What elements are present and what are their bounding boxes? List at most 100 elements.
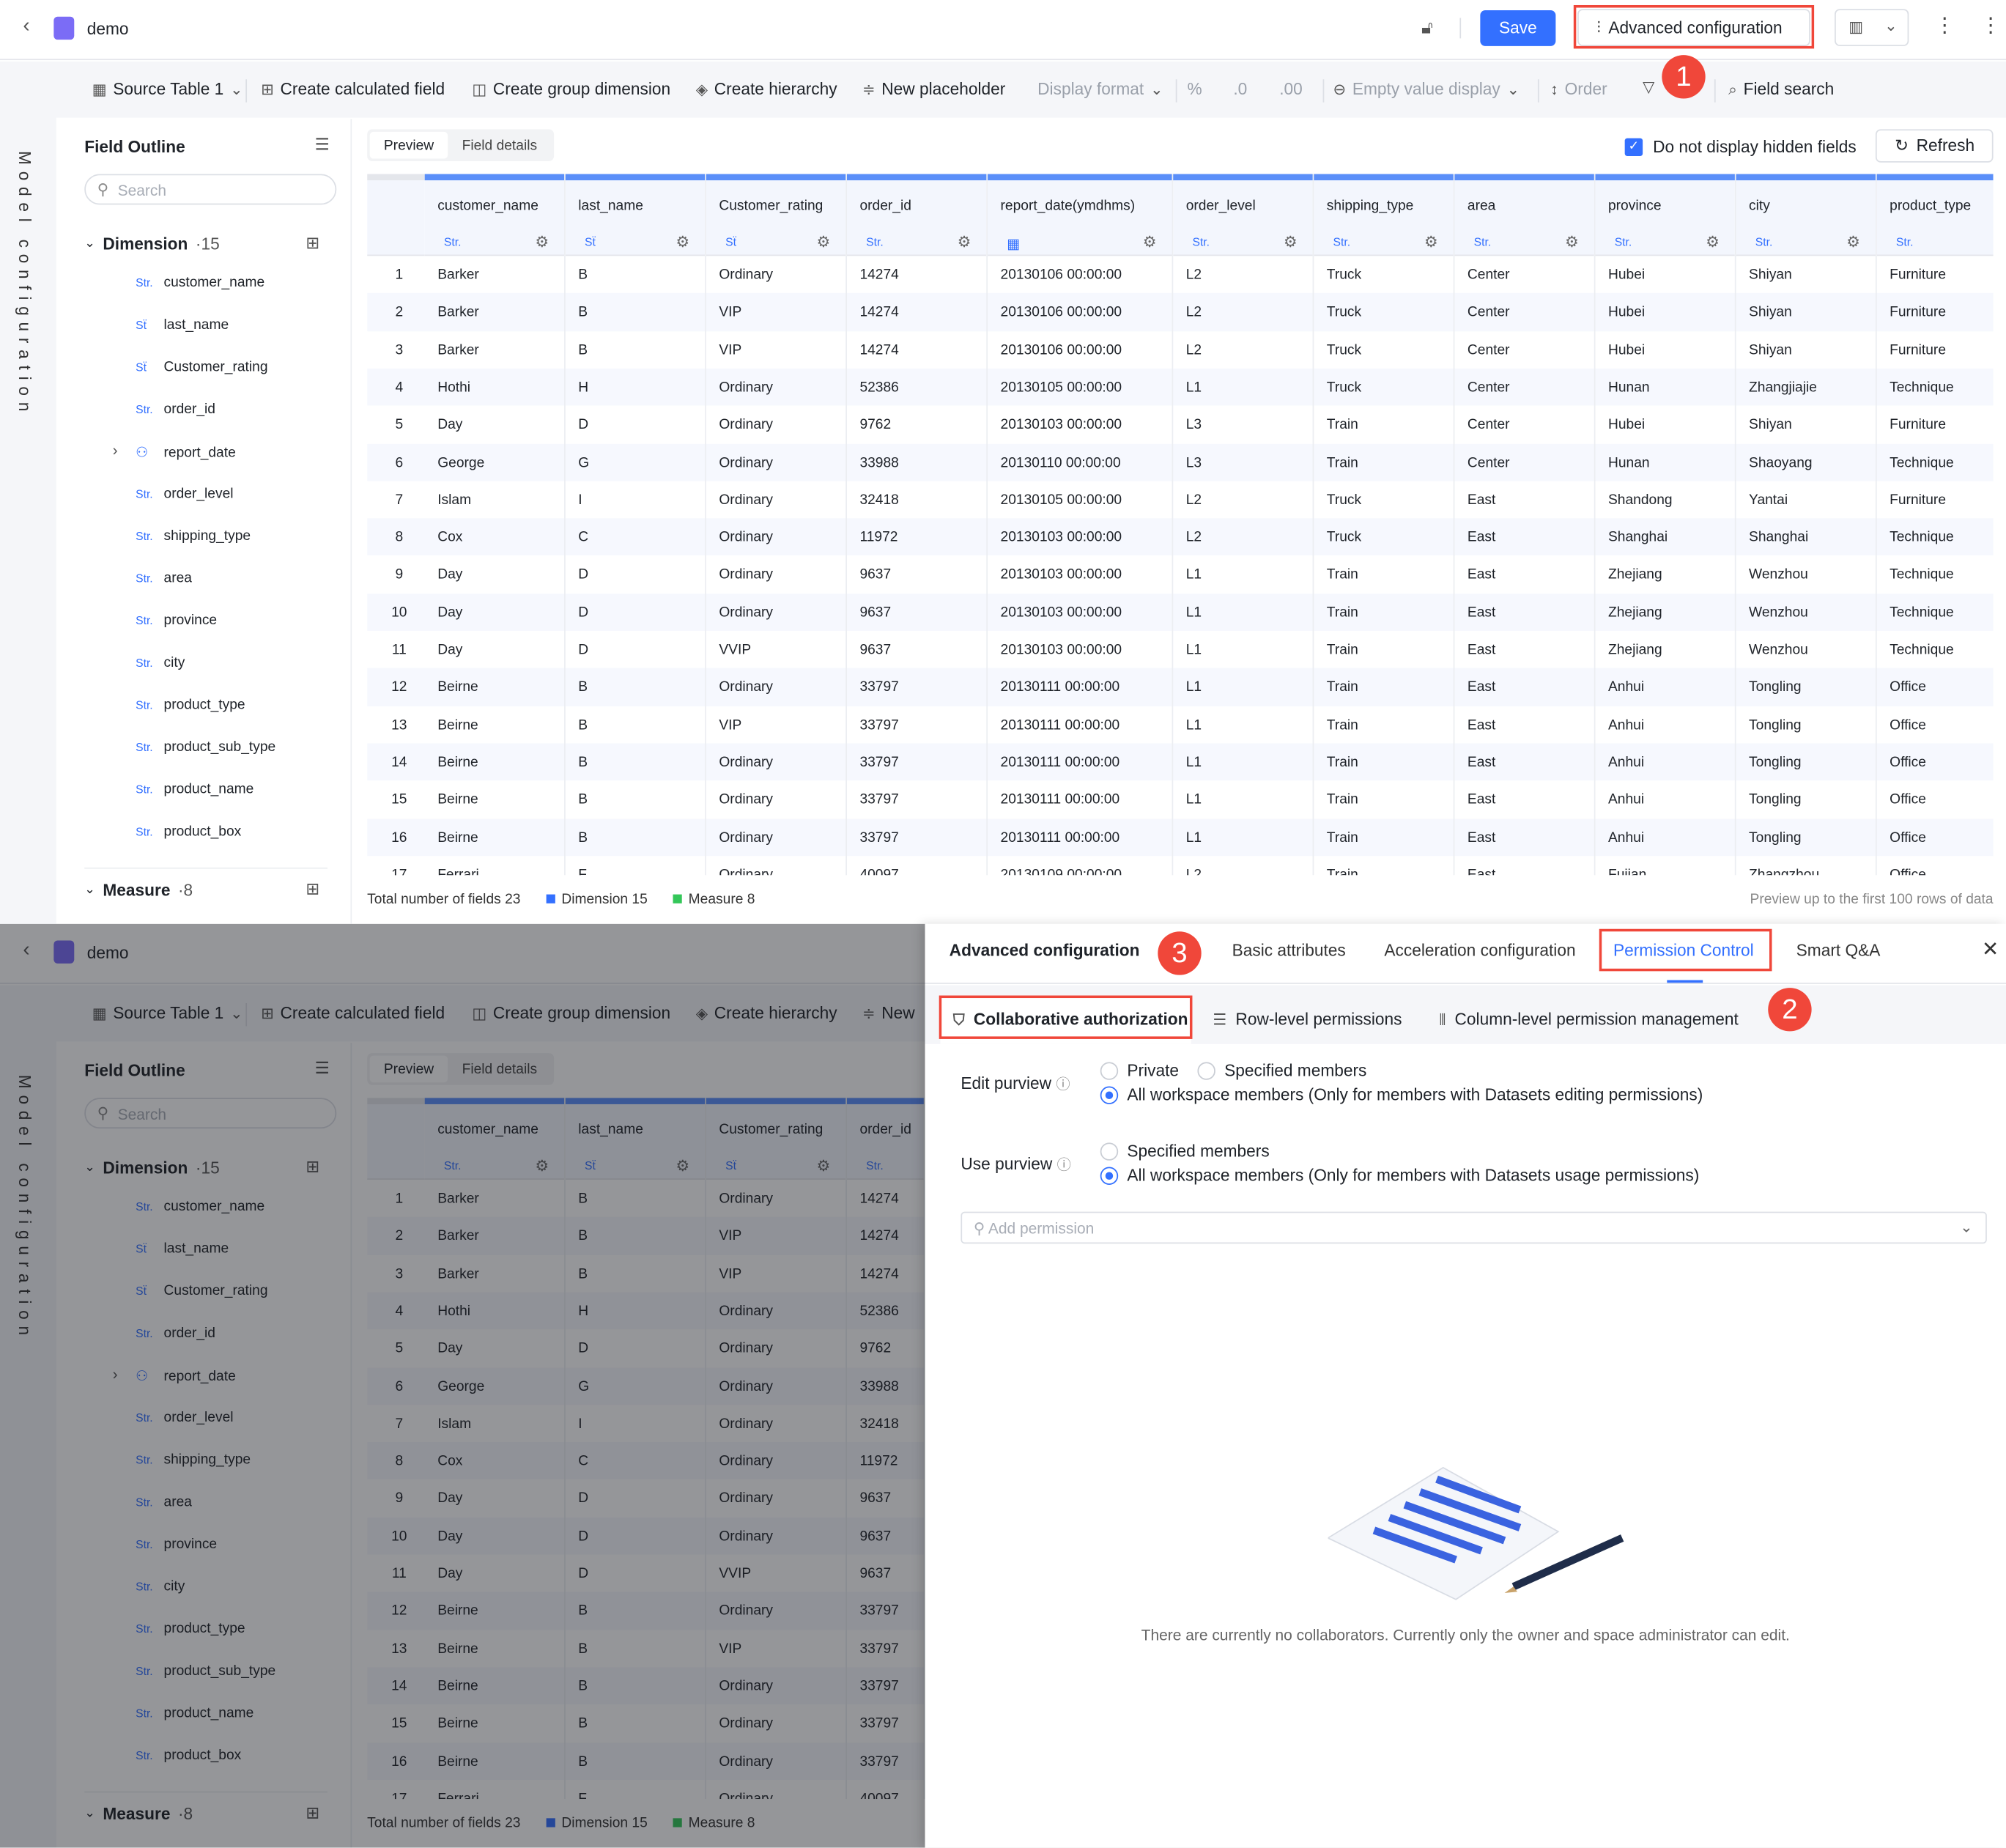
back-arrow-icon[interactable]: ‹ [23, 939, 30, 961]
column-header[interactable]: area Str. ⚙ [1454, 180, 1594, 256]
info-icon[interactable]: ⓘ [1056, 1158, 1071, 1174]
subtab-row-level-permissions[interactable]: ☰ Row-level permissions [1213, 1010, 1402, 1029]
settings-gear-icon[interactable]: ⚙ [1142, 232, 1157, 251]
column-header[interactable]: province Str. ⚙ [1595, 180, 1735, 256]
field-item[interactable]: Sẗ last_name [136, 317, 229, 333]
add-field-icon[interactable]: ⊞ [306, 879, 320, 898]
column-header[interactable]: Customer_rating Sẗ ⚙ [706, 1104, 846, 1180]
create-hierarchy-button[interactable]: ◈ Create hierarchy [696, 79, 837, 98]
expand-arrow-icon[interactable]: › [112, 1365, 118, 1383]
create-group-dimension-button[interactable]: ◫ Create group dimension [472, 1003, 670, 1022]
field-item[interactable]: Str. city [136, 1579, 185, 1594]
tab-preview[interactable]: Preview [369, 131, 448, 159]
empty-value-display-select[interactable]: ⊖ Empty value display ⌄ [1333, 79, 1520, 98]
field-item[interactable]: Str. product_type [136, 1621, 245, 1636]
back-arrow-icon[interactable]: ‹ [23, 15, 30, 37]
source-table-select[interactable]: ▦ Source Table 1 ⌄ [92, 79, 243, 98]
create-calculated-field-button[interactable]: ⊞ Create calculated field [261, 79, 445, 98]
column-header[interactable]: order_id Str. ⚙ [846, 180, 987, 256]
percent-button[interactable]: % [1187, 79, 1202, 98]
field-item[interactable]: Str. province [136, 1537, 217, 1552]
settings-gear-icon[interactable]: ⚙ [535, 232, 549, 251]
column-header[interactable]: report_date(ymdhms) ▦ ⚙ [988, 180, 1172, 256]
settings-gear-icon[interactable]: ⚙ [1283, 232, 1298, 251]
column-header[interactable]: order_id Str. [846, 1104, 924, 1180]
decimal-increase-button[interactable]: .00 [1279, 79, 1303, 98]
field-item[interactable]: Str. city [136, 655, 185, 670]
settings-gear-icon[interactable]: ⚙ [676, 1156, 690, 1175]
settings-gear-icon[interactable]: ⚙ [1565, 232, 1579, 251]
settings-gear-icon[interactable]: ⚙ [1706, 232, 1720, 251]
column-header[interactable]: customer_name Str. ⚙ [424, 1104, 565, 1180]
source-table-select[interactable]: ▦ Source Table 1 ⌄ [92, 1003, 243, 1022]
tab-field-details[interactable]: Field details [462, 1062, 538, 1078]
decimal-decrease-button[interactable]: .0 [1233, 79, 1247, 98]
field-item[interactable]: Sẗ Customer_rating [136, 1283, 267, 1298]
tab-preview[interactable]: Preview [369, 1055, 448, 1083]
dimension-group[interactable]: ⌄ Dimension ·15 [84, 1158, 219, 1177]
column-header[interactable]: order_level Str. ⚙ [1173, 180, 1313, 256]
filter-button[interactable]: ▽ [1643, 79, 1654, 95]
field-search-button[interactable]: ⌕ Field search [1728, 79, 1834, 98]
model-configuration-strip[interactable]: Model configuration [0, 985, 56, 1848]
new-placeholder-button[interactable]: ≑ New placeholder [862, 1003, 916, 1022]
field-item[interactable]: Str. product_box [136, 824, 241, 840]
column-header[interactable]: last_name Sẗ ⚙ [565, 180, 706, 256]
radio-private[interactable]: Private [1100, 1061, 1179, 1080]
field-item[interactable]: Str. order_level [136, 1410, 233, 1425]
chart-menu-button[interactable]: ▥ ⌄ [1835, 9, 1909, 46]
expand-arrow-icon[interactable]: › [112, 441, 118, 459]
radio-specified-members[interactable]: Specified members [1197, 1061, 1366, 1080]
field-item[interactable]: Str. product_name [136, 782, 253, 797]
tab-permission-control[interactable]: Permission Control [1613, 940, 1754, 960]
field-item[interactable]: Str. product_sub_type [136, 739, 275, 755]
radio-all-workspace-members-edit[interactable]: All workspace members (Only for members … [1100, 1085, 1703, 1104]
field-item[interactable]: Sẗ last_name [136, 1241, 229, 1257]
measure-group[interactable]: ⌄ Measure ·8 [84, 1804, 193, 1823]
more-menu-icon[interactable]: ⋮ [1980, 15, 2002, 37]
settings-gear-icon[interactable]: ⚙ [676, 232, 690, 251]
column-header[interactable]: shipping_type Str. ⚙ [1314, 180, 1454, 256]
advanced-configuration-button[interactable]: ⫶ Advanced configuration [1577, 9, 1810, 46]
measure-group[interactable]: ⌄ Measure ·8 [84, 880, 193, 899]
field-item[interactable]: Str. shipping_type [136, 528, 251, 544]
field-item[interactable]: Str. customer_name [136, 1199, 264, 1214]
more-options-icon[interactable]: ⋮ [1934, 15, 1955, 37]
tab-basic-attributes[interactable]: Basic attributes [1232, 940, 1346, 960]
refresh-button[interactable]: ↻ Refresh [1875, 129, 1994, 163]
collapse-outline-icon[interactable]: ☰ [314, 134, 330, 154]
dimension-group[interactable]: ⌄ Dimension ·15 [84, 234, 219, 254]
create-group-dimension-button[interactable]: ◫ Create group dimension [472, 79, 670, 98]
order-button[interactable]: ↕ Order [1550, 79, 1607, 98]
radio-all-workspace-members-use[interactable]: All workspace members (Only for members … [1100, 1166, 1699, 1185]
save-button[interactable]: Save [1480, 10, 1556, 46]
radio-specified-members-use[interactable]: Specified members [1100, 1142, 1270, 1161]
field-item[interactable]: Str. order_id [136, 402, 215, 417]
tab-field-details[interactable]: Field details [462, 138, 538, 154]
field-item[interactable]: Str. product_sub_type [136, 1663, 275, 1679]
settings-gear-icon[interactable]: ⚙ [535, 1156, 549, 1175]
add-permission-select[interactable]: ⚲ Add permission ⌄ [961, 1211, 1987, 1244]
model-configuration-strip[interactable]: Model configuration [0, 61, 56, 924]
new-placeholder-button[interactable]: ≑ New placeholder [862, 79, 1005, 98]
tab-smart-qa[interactable]: Smart Q&A [1796, 940, 1881, 960]
column-header[interactable]: Customer_rating Sẗ ⚙ [706, 180, 846, 256]
settings-gear-icon[interactable]: ⚙ [816, 1156, 831, 1175]
field-item[interactable]: Str. area [136, 571, 192, 586]
field-search-input[interactable]: ⚲ Search [84, 1098, 337, 1129]
create-hierarchy-button[interactable]: ◈ Create hierarchy [696, 1003, 837, 1022]
column-header[interactable]: last_name Sẗ ⚙ [565, 1104, 706, 1180]
info-icon[interactable]: ⓘ [1056, 1077, 1070, 1093]
field-item[interactable]: Str. product_box [136, 1748, 241, 1763]
field-item[interactable]: Str. product_name [136, 1706, 253, 1721]
settings-gear-icon[interactable]: ⚙ [816, 232, 831, 251]
hide-hidden-fields-checkbox[interactable]: ✓ Do not display hidden fields [1624, 137, 1857, 156]
field-item[interactable]: Str. province [136, 613, 217, 628]
collapse-outline-icon[interactable]: ☰ [314, 1058, 330, 1078]
field-item[interactable]: Str. shipping_type [136, 1452, 251, 1468]
close-icon[interactable]: ✕ [1981, 939, 1999, 961]
column-header[interactable]: product_type Str. [1876, 180, 1994, 256]
field-item[interactable]: ⚇ report_date [136, 444, 236, 461]
create-calculated-field-button[interactable]: ⊞ Create calculated field [261, 1003, 445, 1022]
tab-acceleration-configuration[interactable]: Acceleration configuration [1384, 940, 1576, 960]
